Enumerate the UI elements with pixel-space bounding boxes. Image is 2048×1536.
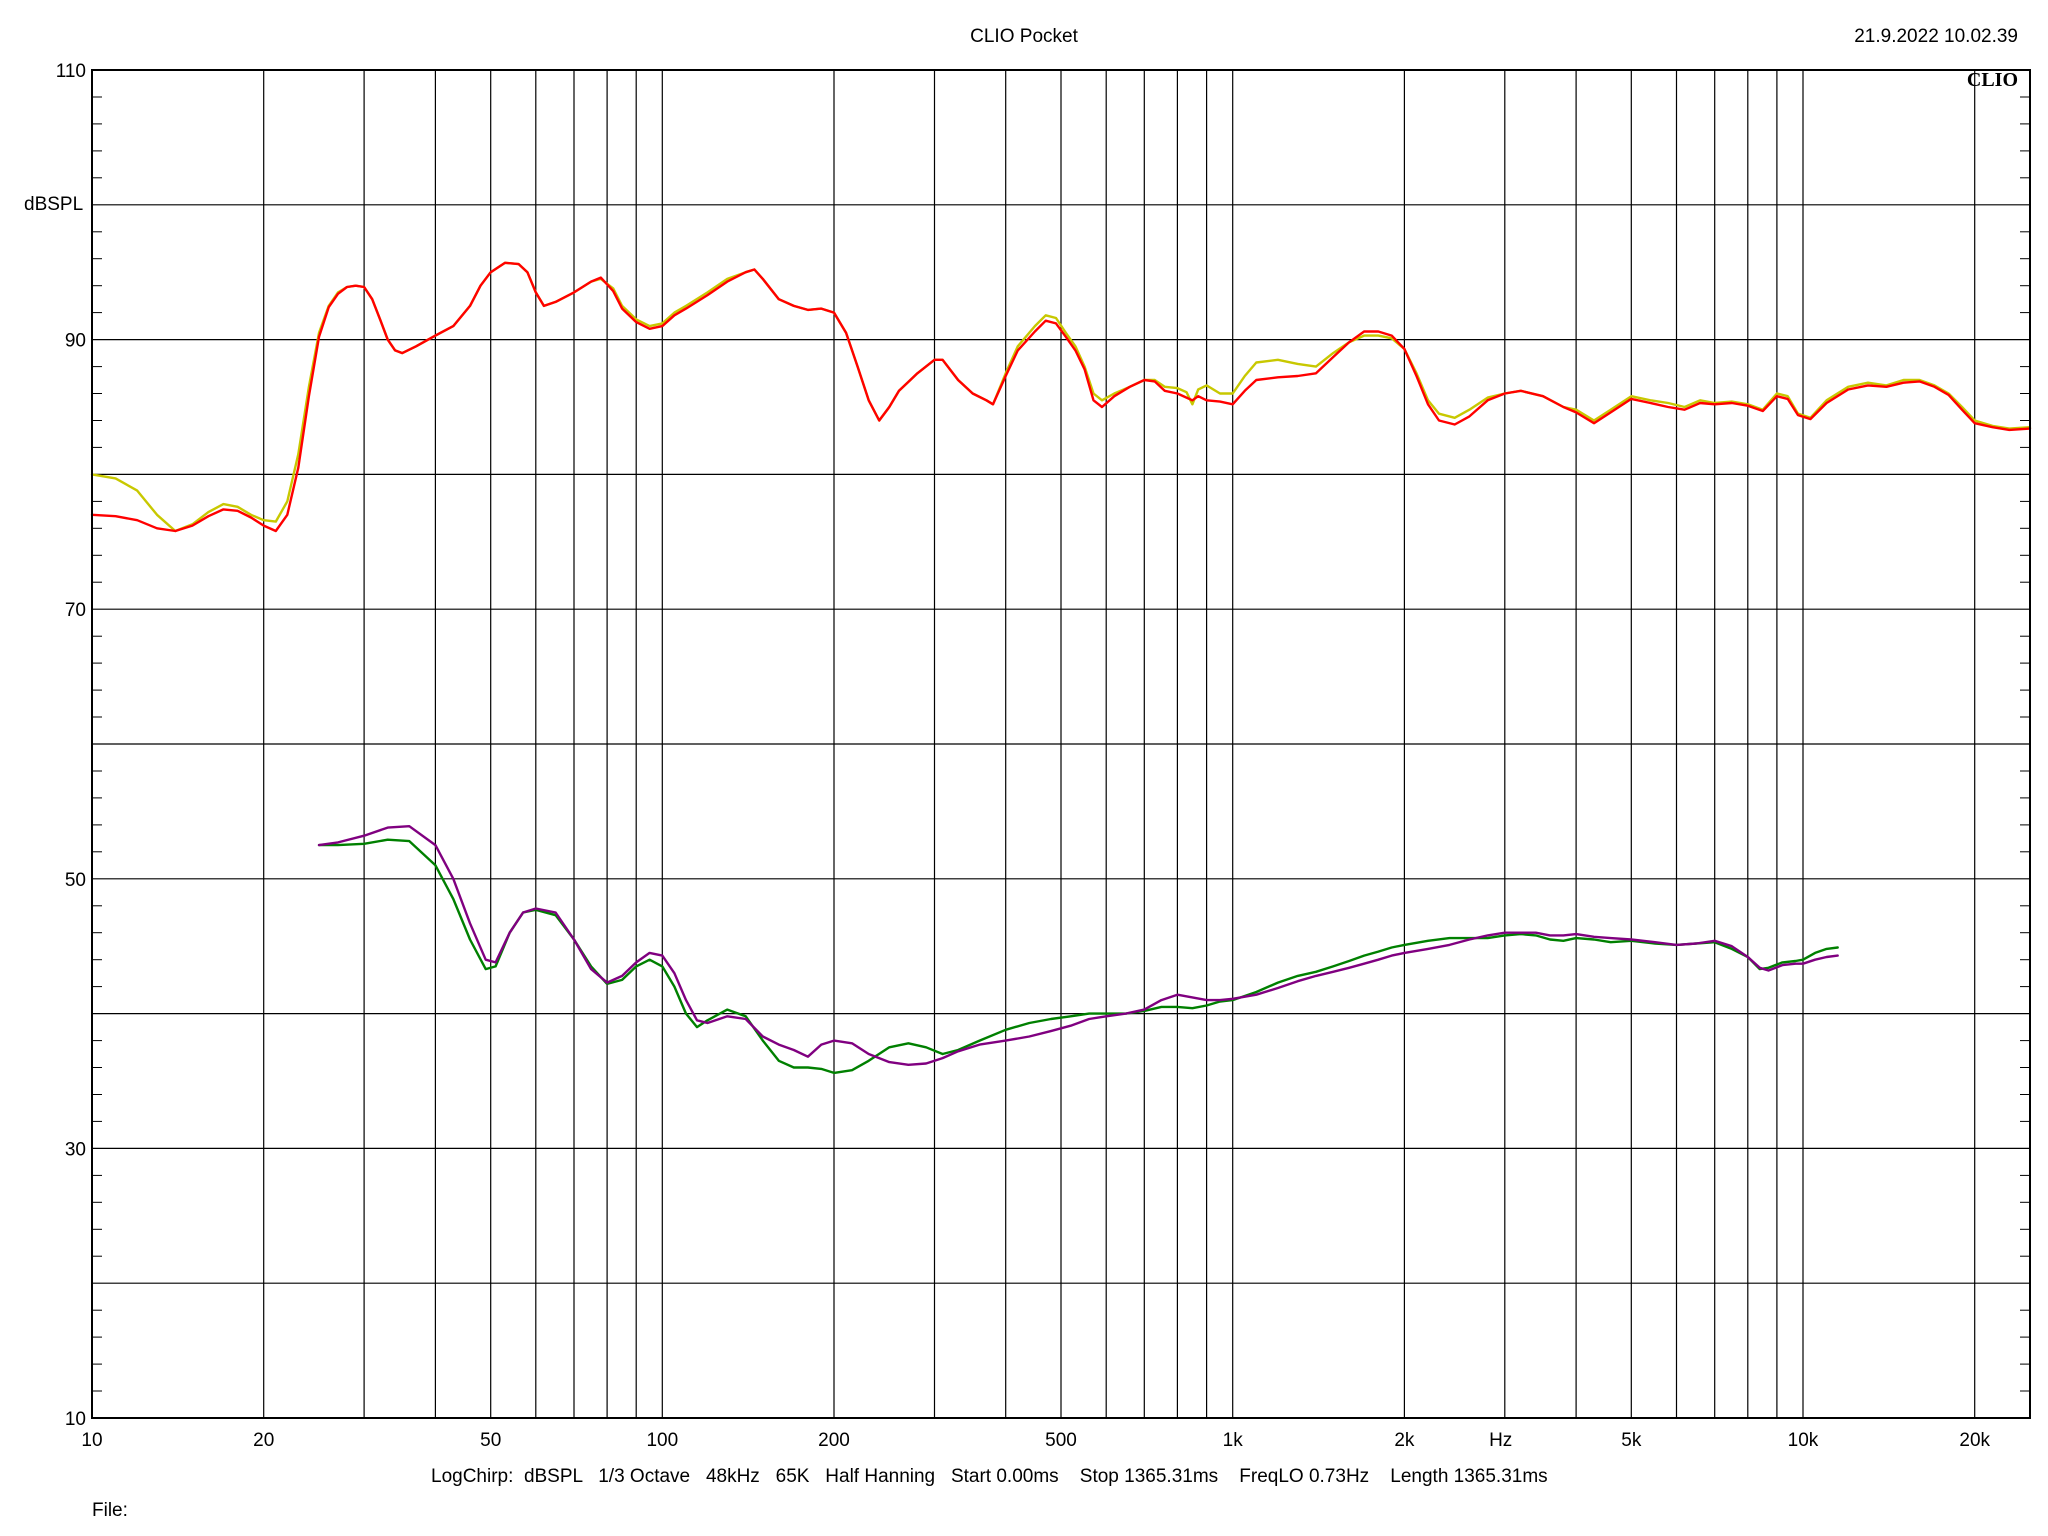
y-tick-label: 10: [65, 1409, 86, 1430]
timestamp: 21.9.2022 10.02.39: [1854, 26, 2018, 47]
x-tick-label: 1k: [1223, 1430, 1244, 1451]
x-tick-label: 500: [1045, 1430, 1077, 1451]
plot-frame: [91, 69, 2031, 1419]
file-label: File:: [92, 1500, 128, 1521]
clio-watermark: CLIO: [1967, 69, 2018, 91]
x-tick-label: 10: [81, 1430, 102, 1451]
x-tick-label: 100: [646, 1430, 678, 1451]
y-tick-label: 110: [56, 61, 86, 82]
x-unit-label: Hz: [1489, 1430, 1512, 1451]
y-tick-label: 30: [65, 1139, 86, 1160]
x-tick-label: 200: [818, 1430, 850, 1451]
x-tick-label: 5k: [1621, 1430, 1642, 1451]
x-tick-label: 20k: [1959, 1430, 1990, 1451]
series-line: [317, 838, 1839, 1075]
chart-title: CLIO Pocket: [970, 26, 1078, 47]
series-line: [90, 261, 2032, 533]
axis-labels: 10 20 50 100 200 500 1k 2k 5k 10k 20k Hz 110 90 70 50 30…: [56, 61, 1991, 1451]
y-axis-label: dBSPL: [24, 194, 83, 215]
y-tick-label: 50: [65, 870, 86, 891]
series-layer: [90, 261, 2032, 1075]
x-tick-label: 20: [253, 1430, 274, 1451]
y-tick-label: 70: [65, 600, 86, 621]
y-tick-label: 90: [65, 331, 86, 352]
series-line: [317, 825, 1839, 1066]
measurement-settings: LogChirp: dBSPL 1/3 Octave 48kHz 65K Hal…: [431, 1466, 1548, 1487]
grid: [91, 69, 2030, 1419]
x-tick-label: 50: [480, 1430, 501, 1451]
x-tick-label: 2k: [1394, 1430, 1415, 1451]
x-tick-label: 10k: [1788, 1430, 1819, 1451]
